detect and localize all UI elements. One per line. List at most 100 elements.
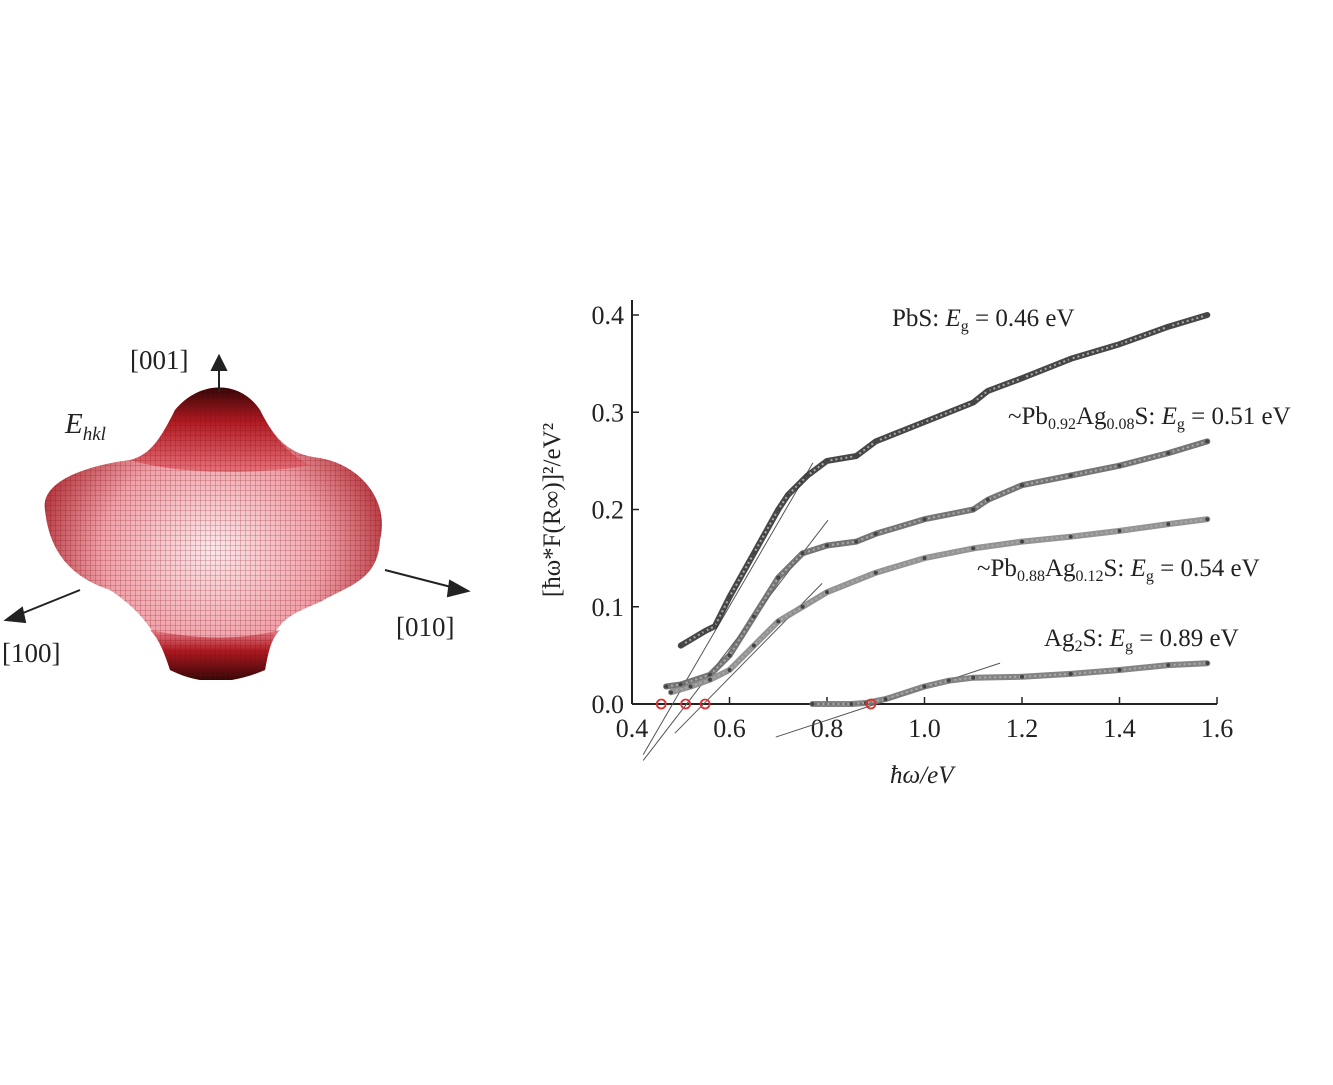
eg-symbol: E [1161, 403, 1177, 430]
data-point [664, 684, 669, 689]
x-tick-label: 0.8 [811, 714, 844, 743]
data-point [971, 400, 976, 405]
eg-sub: g [1176, 416, 1185, 433]
data-point [703, 629, 708, 634]
data-point [1117, 342, 1122, 347]
series-line-texture [670, 518, 1208, 694]
x-tick-label: 1.0 [908, 714, 941, 743]
axis-label-100: [100] [2, 638, 61, 668]
data-point [1020, 539, 1024, 544]
eg-value: = 0.51 eV [1184, 403, 1291, 430]
data-point [854, 539, 859, 544]
data-point [800, 604, 805, 609]
eg-sub: g [1145, 568, 1154, 585]
data-point [708, 672, 712, 677]
data-point [727, 595, 732, 600]
data-point [1166, 451, 1171, 456]
y-tick-label: 0.3 [592, 398, 625, 427]
data-point [971, 546, 976, 551]
x-tick-label: 0.4 [616, 714, 649, 743]
y-tick-label: 0.4 [592, 301, 625, 330]
data-point [922, 684, 927, 689]
subscript: 0.88 [1016, 568, 1045, 585]
series-line [663, 438, 1211, 690]
series-name: Ag [1044, 625, 1075, 652]
y-tick-label: 0.1 [592, 593, 625, 622]
data-point [985, 388, 990, 393]
eg-symbol: E [945, 305, 961, 332]
data-point [1205, 661, 1210, 666]
band-gap-marker [699, 698, 711, 710]
data-point [1068, 534, 1073, 539]
data-point [678, 643, 683, 648]
axis-arrows [3, 353, 471, 624]
data-point [708, 677, 712, 682]
data-point [810, 702, 815, 706]
series-name: ~Pb [977, 555, 1017, 582]
subscript: 0.08 [1106, 416, 1135, 433]
data-point [1068, 473, 1073, 478]
x-tick-label: 1.2 [1006, 714, 1039, 743]
data-point [971, 507, 976, 512]
data-point [712, 624, 717, 629]
series-line-texture [680, 314, 1208, 647]
data-point [883, 697, 888, 702]
data-point [922, 517, 927, 522]
data-point [1205, 313, 1210, 317]
young-modulus-surface-figure [3, 353, 471, 680]
data-point [1068, 671, 1073, 676]
y-tick-label: 0.0 [592, 690, 625, 719]
data-point [922, 556, 927, 561]
band-gap-marker [680, 698, 692, 710]
series-name-mid: Ag [1044, 555, 1076, 582]
data-point [751, 614, 756, 619]
data-point [854, 454, 859, 459]
data-point [776, 575, 781, 580]
data-point [1166, 663, 1171, 668]
legend-label-pbs: PbS: Eg = 0.46 eV [892, 305, 1075, 336]
data-point [1205, 439, 1210, 444]
eg-sub: g [960, 318, 969, 335]
surface-shape [44, 387, 382, 680]
band-gap-marker [865, 698, 877, 710]
series-name-post: S: [1134, 403, 1162, 430]
data-point [1117, 528, 1122, 533]
axis-label-001: [001] [130, 345, 189, 375]
tangent-line [642, 462, 814, 755]
series-line [809, 660, 1211, 707]
data-point [1020, 483, 1024, 488]
data-point [800, 551, 805, 556]
data-point [825, 458, 829, 463]
x-axis-label: ħω/eV [890, 762, 954, 789]
series-name: ~Pb [1008, 403, 1048, 430]
series-line [677, 312, 1211, 649]
legend-label-ag2s: Ag2S: Eg = 0.89 eV [1044, 625, 1239, 656]
data-point [985, 497, 990, 502]
data-point [776, 619, 781, 624]
data-point [971, 675, 976, 680]
series-line-texture [812, 662, 1208, 705]
band-gap-marker [655, 698, 667, 710]
data-point [825, 543, 829, 548]
eg-value: = 0.46 eV [968, 305, 1075, 332]
x-tick-label: 0.6 [713, 714, 746, 743]
subscript: 0.92 [1047, 416, 1076, 433]
x-tick-label: 1.6 [1201, 714, 1234, 743]
data-point [751, 643, 756, 648]
data-point [1068, 356, 1073, 361]
series-name: PbS: [892, 305, 946, 332]
subscript: 2 [1074, 638, 1083, 655]
energy-symbol: E [65, 408, 83, 440]
data-point [946, 678, 951, 683]
x-tick-label: 1.4 [1103, 714, 1136, 743]
legend-label-pb092: ~Pb0.92Ag0.08S: Eg = 0.51 eV [1008, 403, 1291, 434]
eg-value: = 0.54 eV [1153, 555, 1260, 582]
data-point [849, 702, 854, 706]
data-point [727, 653, 732, 658]
y-axis-label: [ħω*F(R∞)]²/eV² [539, 422, 566, 598]
series-name-mid: S: [1082, 625, 1110, 652]
series-name-mid: Ag [1075, 403, 1107, 430]
axis-label-010: [010] [396, 612, 455, 642]
data-point [776, 507, 781, 512]
